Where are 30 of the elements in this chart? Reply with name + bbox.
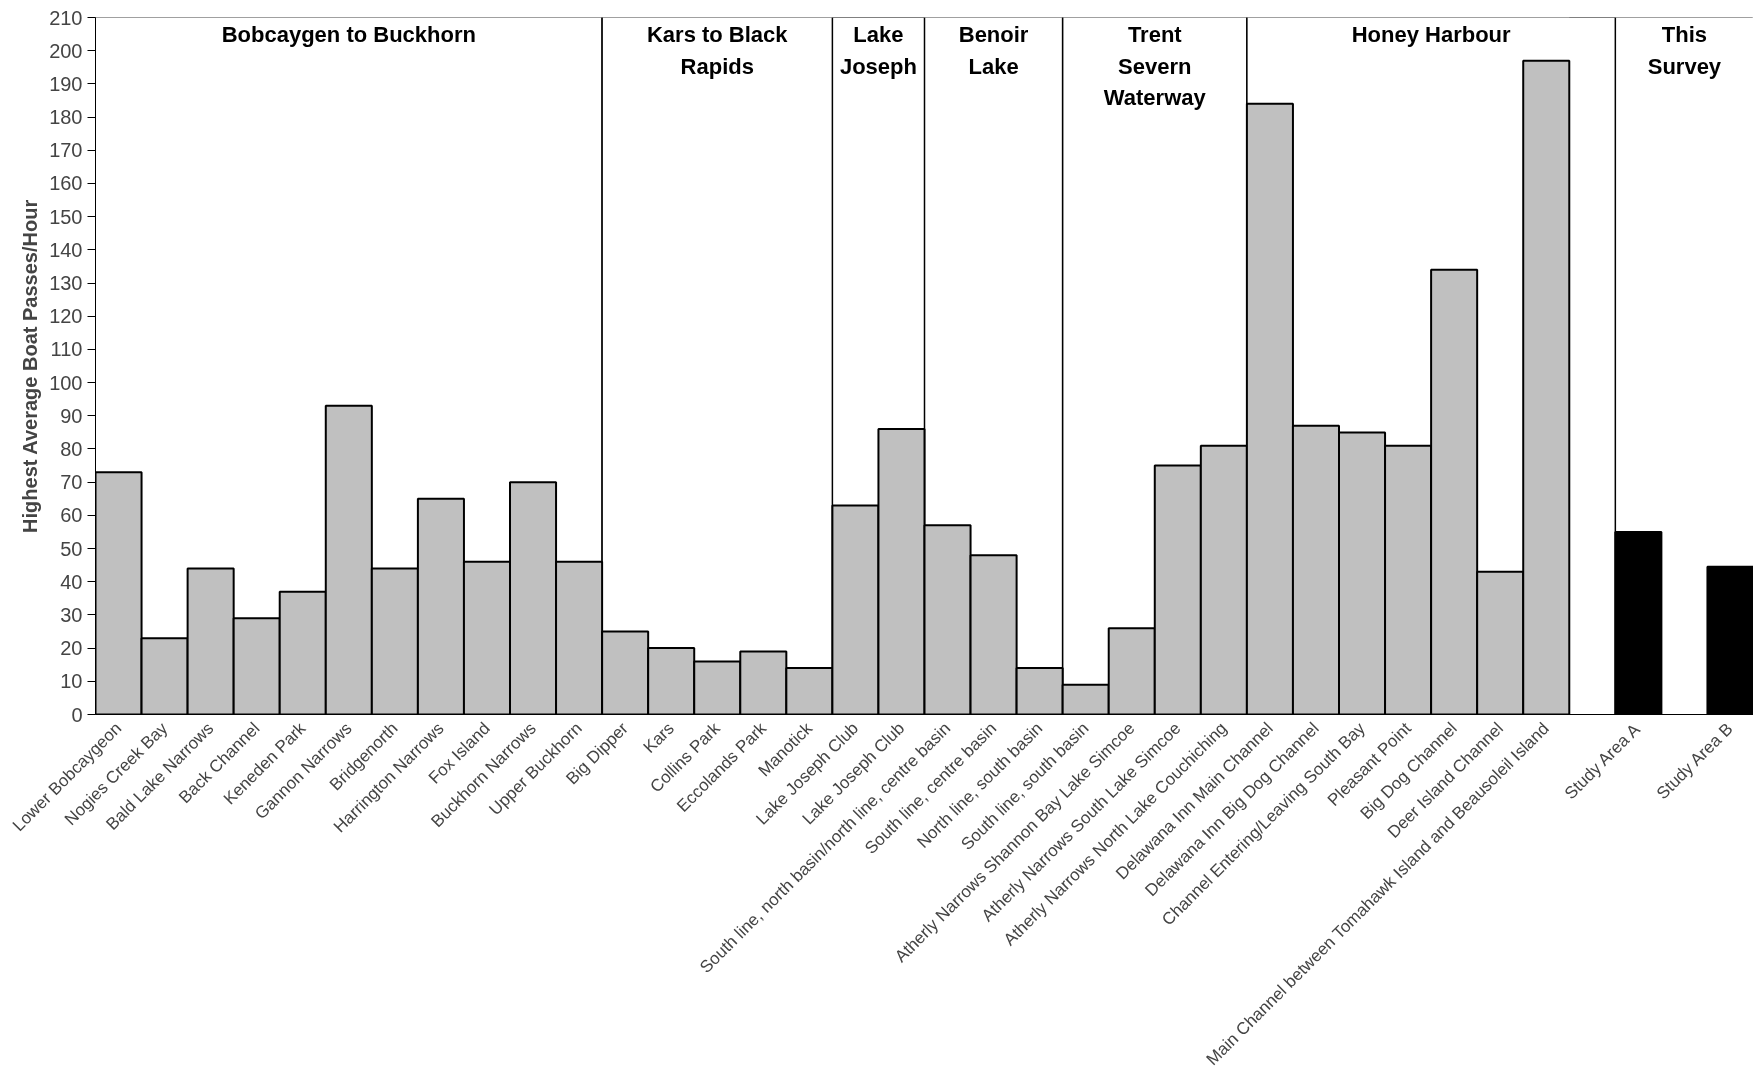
y-tick-label: 200 [49,39,83,62]
annotation: Lake Joseph [839,22,917,79]
y-tick-label: 100 [49,371,83,394]
y-tick-label: 170 [49,139,83,162]
y-tick-label: 60 [60,504,83,527]
y-tick-label: 110 [50,338,83,361]
y-tick-label: 190 [49,72,83,95]
y-tick-label: 90 [60,404,83,427]
y-tick-label: 140 [49,238,83,261]
band-label: This Survey [1647,22,1722,79]
band-label: Trent Severn Waterway [1103,22,1207,110]
band-label: Bobcaygen to Buckhorn [221,22,476,48]
y-tick-label: 40 [60,570,83,593]
y-tick-label: 130 [49,272,83,295]
y-tick-label: 160 [49,172,83,195]
y-tick-label: 120 [49,305,83,328]
band-label: Honey Harbour [1351,22,1511,48]
y-tick-label: 30 [60,603,83,626]
y-tick-label: 150 [49,205,83,228]
y-tick-label: 70 [60,471,83,494]
band-label: Kars to Black Rapids [646,22,789,79]
y-tick-label: 180 [49,106,83,129]
y-tick-label: 50 [60,537,83,560]
y-tick-label: 10 [60,670,83,693]
y-tick-label: 80 [60,437,83,460]
y-tick-label: 0 [71,703,83,726]
y-tick-label: 20 [60,637,83,660]
band-label: Benoir Lake [958,22,1029,79]
y-tick-label: 210 [49,6,83,29]
y-axis-title: Highest Average Boat Passes/Hour [19,199,42,533]
